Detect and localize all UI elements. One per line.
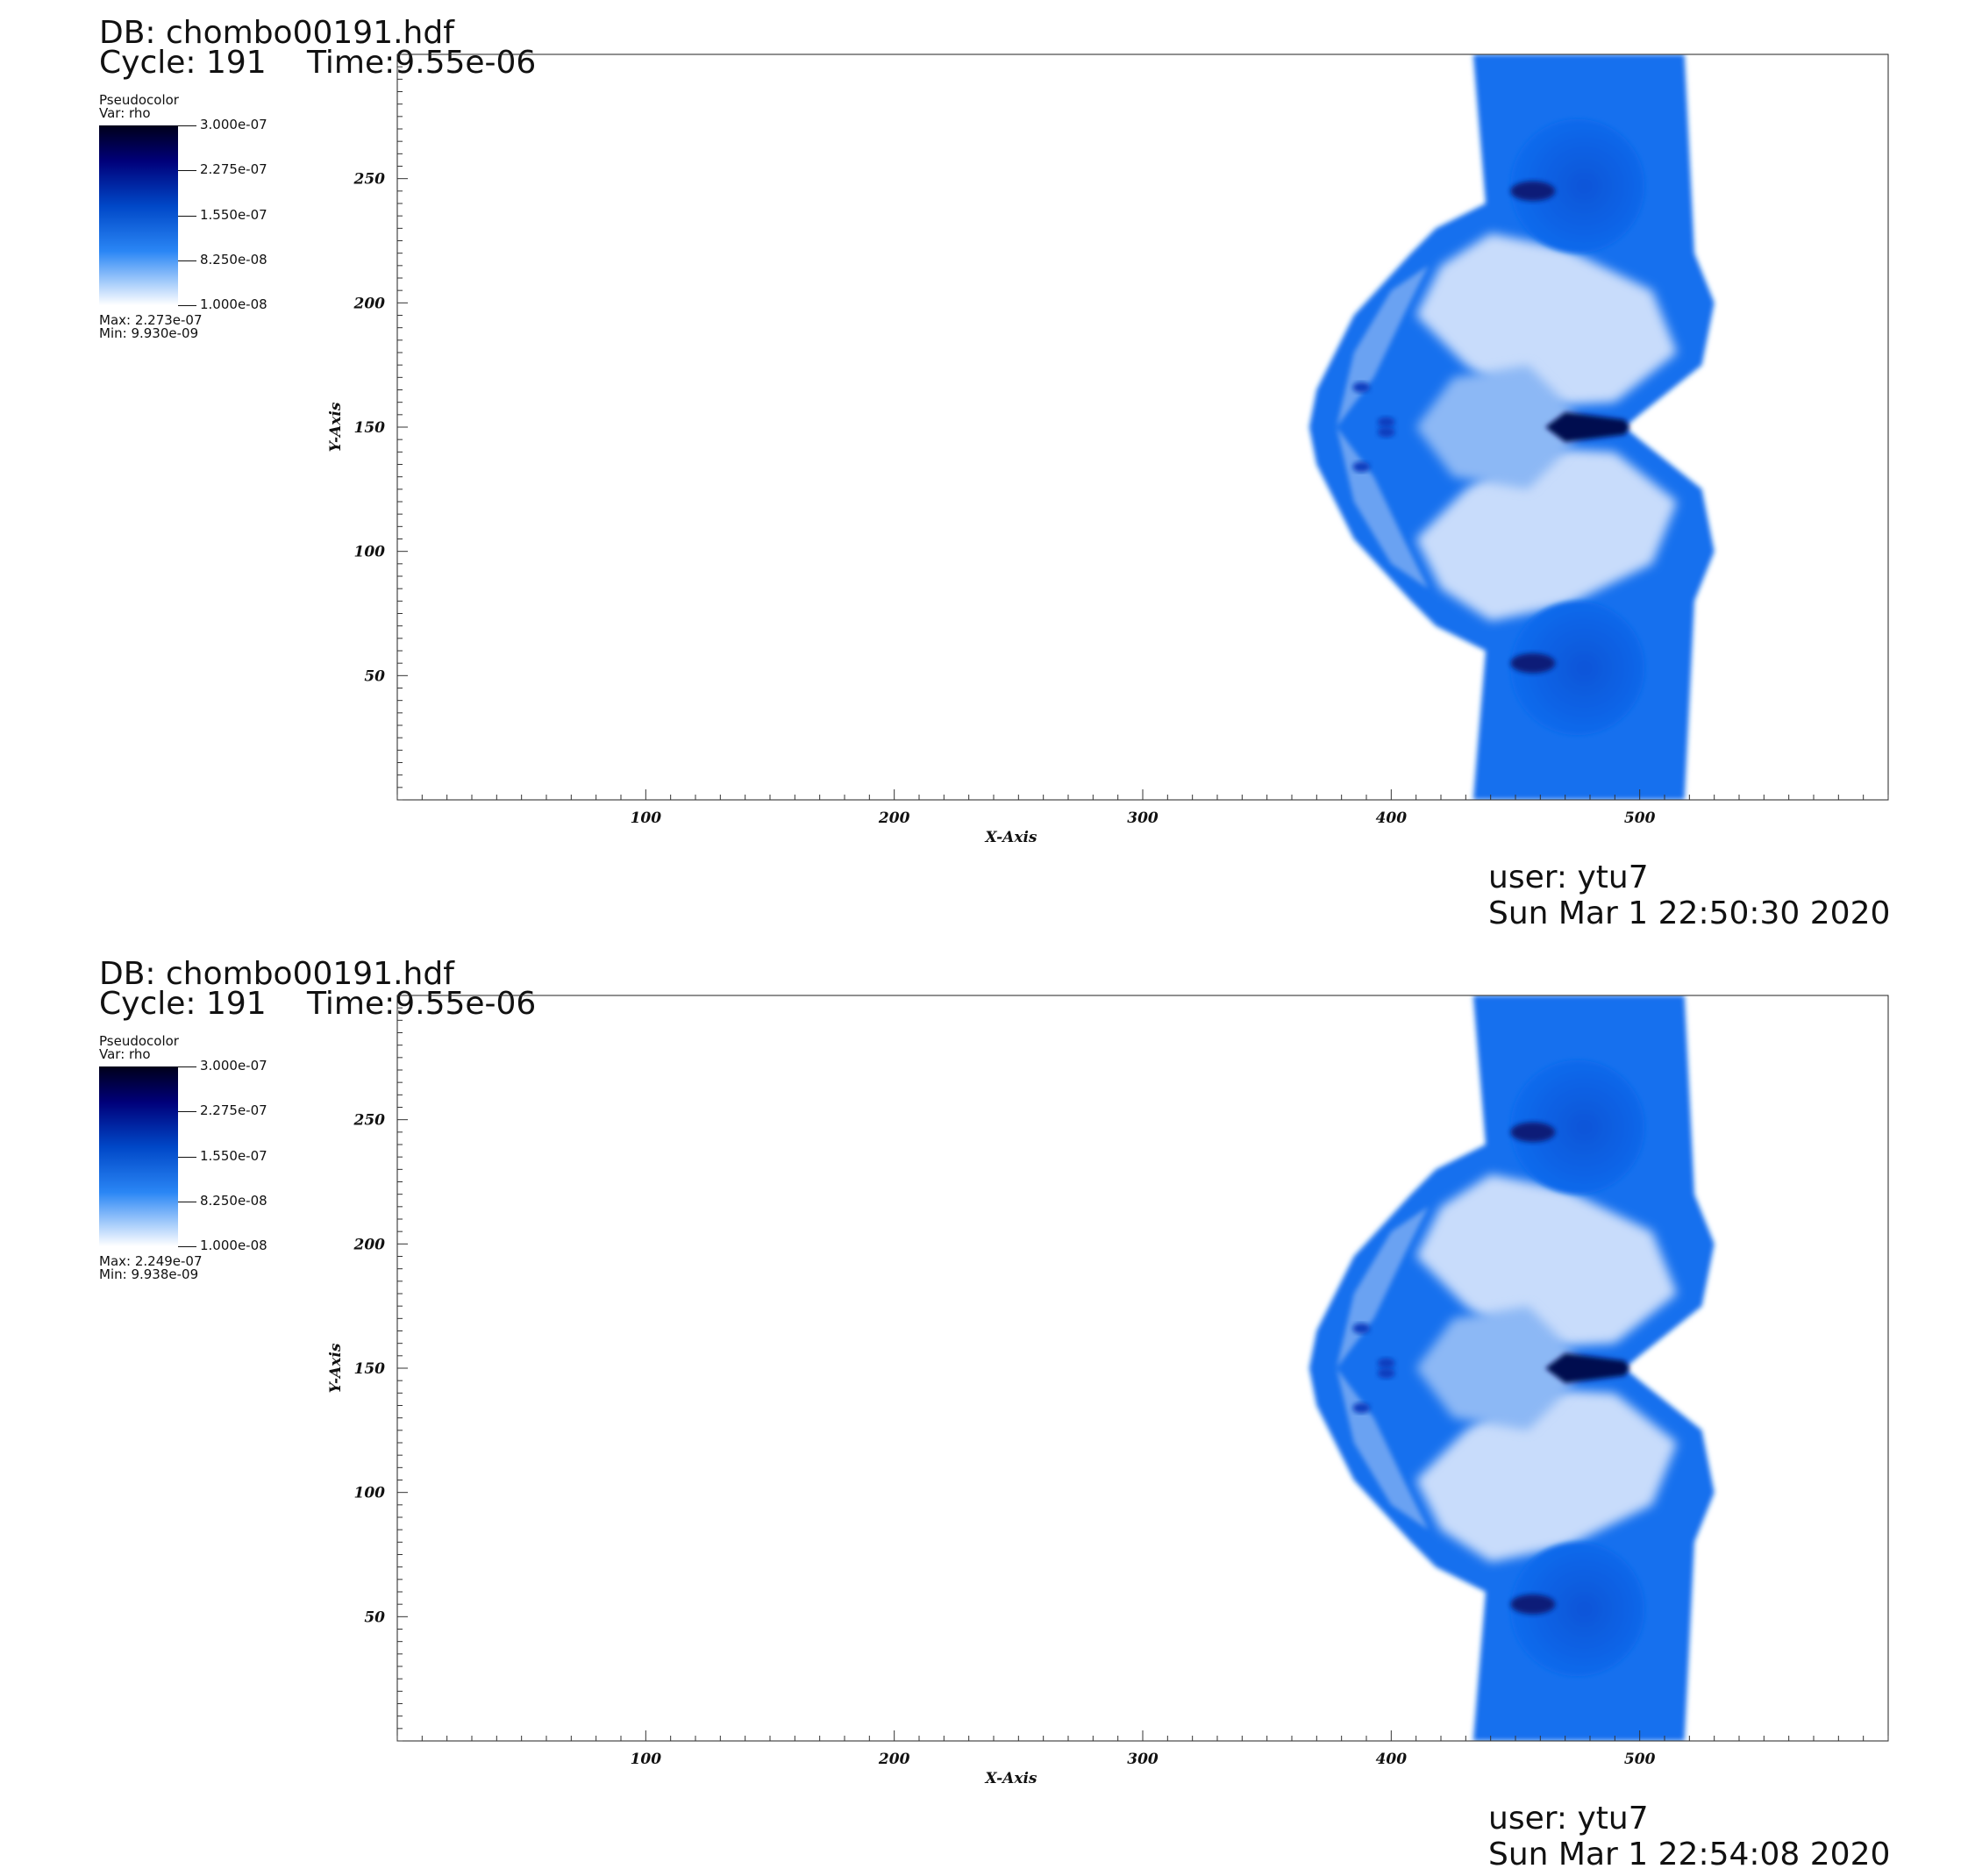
vortex-dense-core-2	[1510, 1594, 1556, 1615]
vortex-dense-core-1	[1510, 181, 1556, 202]
vortex-dense-core-1	[1510, 1122, 1556, 1143]
y-axis-label: Y-Axis	[327, 1343, 345, 1393]
mid-density-wedge	[1415, 365, 1586, 489]
x-tick-label: 200	[878, 1751, 910, 1768]
heatmap-plot: 100 200 300 400 500 50 100 150 200 250 X-Axis Y-Axi…	[327, 53, 1889, 846]
dense-knot	[1352, 382, 1371, 393]
y-tick-label: 150	[354, 419, 386, 437]
colorbar-tick-mark	[178, 1156, 196, 1158]
colorbar-tick-label: 1.000e-08	[200, 1238, 267, 1253]
y-tick-label: 200	[353, 1236, 386, 1253]
legend-var-label: Var: rho	[99, 1046, 151, 1062]
low-density-lobe-lower	[1415, 446, 1678, 621]
low-density-lobe-upper	[1415, 233, 1678, 408]
colorbar-tick-mark	[178, 215, 196, 217]
x-tick-label: 400	[1376, 1751, 1408, 1768]
legend-plot-type: Pseudocolor	[99, 1033, 179, 1049]
vortex-1	[1510, 118, 1645, 253]
time-label: Time:9.55e-06	[307, 986, 537, 1022]
legend-var-label: Var: rho	[99, 105, 151, 121]
colorbar-gradient	[99, 1066, 178, 1246]
colorbar-tick-mark	[178, 305, 196, 306]
colorbar-tick-mark	[178, 1246, 196, 1247]
x-tick-label: 100	[631, 1751, 662, 1768]
colorbar-gradient	[99, 125, 178, 305]
legend-plot-type: Pseudocolor	[99, 92, 179, 108]
dense-knot	[1352, 1402, 1371, 1414]
cycle-label: Cycle: 191	[99, 986, 267, 1022]
colorbar-tick-mark	[178, 260, 196, 261]
user-label: user: ytu7	[1488, 1801, 1649, 1837]
vortex-2	[1510, 601, 1645, 736]
date-label: Sun Mar 1 22:54:08 2020	[1488, 1837, 1891, 1872]
y-axis-label: Y-Axis	[327, 402, 345, 452]
legend-max: Max: 2.273e-07	[99, 312, 203, 328]
vortex-2	[1510, 1542, 1645, 1677]
mid-density-wedge	[1415, 1306, 1586, 1430]
db-label: DB: chombo00191.hdf	[99, 15, 454, 51]
y-tick-label: 100	[354, 1485, 386, 1502]
colorbar-tick-mark	[178, 1066, 196, 1067]
x-tick-label: 300	[1127, 1751, 1159, 1768]
x-tick-label: 400	[1376, 810, 1408, 827]
y-tick-label: 100	[354, 544, 386, 561]
y-tick-label: 250	[353, 171, 386, 189]
plot-panel-1: DB: chombo00191.hdf Cycle: 191 Time:9.55…	[0, 0, 1968, 935]
low-density-lobe-upper	[1415, 1174, 1678, 1349]
db-label: DB: chombo00191.hdf	[99, 956, 454, 992]
plot-panel-2: DB: chombo00191.hdf Cycle: 191 Time:9.55…	[0, 941, 1968, 1876]
density-field	[1308, 54, 1715, 800]
y-tick-label: 50	[364, 1609, 385, 1626]
dense-knot	[1377, 1367, 1395, 1379]
colorbar	[99, 1066, 178, 1246]
colorbar-tick-label: 8.250e-08	[200, 251, 267, 267]
colorbar-tick-label: 2.275e-07	[200, 1102, 267, 1119]
dense-jet	[1545, 412, 1630, 442]
x-tick-label: 500	[1624, 1751, 1656, 1768]
vortex-1	[1510, 1059, 1645, 1195]
colorbar-tick-mark	[178, 1111, 196, 1113]
x-tick-label: 500	[1624, 810, 1656, 827]
colorbar-tick-label: 2.275e-07	[200, 161, 267, 178]
colorbar-tick-label: 8.250e-08	[200, 1192, 267, 1209]
dense-knot	[1377, 1358, 1395, 1369]
x-tick-label: 300	[1127, 810, 1159, 827]
legend-max: Max: 2.249e-07	[99, 1253, 203, 1269]
colorbar-tick-mark	[178, 125, 196, 126]
date-label: Sun Mar 1 22:50:30 2020	[1488, 895, 1891, 931]
dense-knot	[1352, 461, 1371, 473]
colorbar-tick-mark	[178, 170, 196, 172]
colorbar-tick-label: 1.550e-07	[200, 1147, 267, 1164]
low-density-lobe-lower	[1415, 1387, 1678, 1562]
dense-jet	[1545, 1353, 1630, 1383]
user-label: user: ytu7	[1488, 860, 1649, 895]
dense-knot	[1377, 426, 1395, 438]
x-axis-label: X-Axis	[985, 829, 1037, 846]
legend-min: Min: 9.930e-09	[99, 325, 199, 341]
dense-knot	[1377, 417, 1395, 428]
legend-min: Min: 9.938e-09	[99, 1266, 199, 1282]
colorbar	[99, 125, 178, 305]
colorbar-tick-label: 1.550e-07	[200, 206, 267, 223]
vortex-dense-core-2	[1510, 653, 1556, 674]
colorbar-tick-label: 3.000e-07	[200, 117, 267, 132]
dense-knot	[1352, 1323, 1371, 1334]
time-label: Time:9.55e-06	[307, 45, 537, 81]
x-axis-label: X-Axis	[985, 1770, 1037, 1787]
y-tick-label: 250	[353, 1112, 386, 1130]
x-tick-label: 200	[878, 810, 910, 827]
cycle-label: Cycle: 191	[99, 45, 267, 81]
colorbar-tick-label: 1.000e-08	[200, 296, 267, 312]
x-tick-label: 100	[631, 810, 662, 827]
heatmap-plot: 100 200 300 400 500 50 100 150 200 250 X-Axis Y-Axi…	[327, 995, 1889, 1787]
y-tick-label: 200	[353, 295, 386, 312]
colorbar-tick-label: 3.000e-07	[200, 1058, 267, 1074]
density-field	[1308, 995, 1715, 1741]
y-tick-label: 150	[354, 1360, 386, 1378]
y-tick-label: 50	[364, 667, 385, 685]
